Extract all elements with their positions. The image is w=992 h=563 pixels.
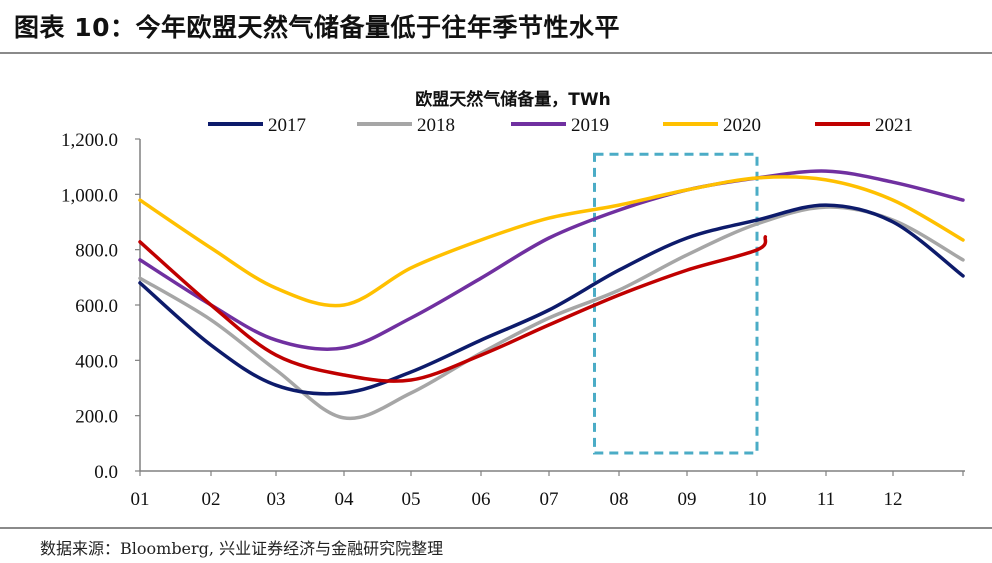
- x-tick-label: 06: [472, 489, 491, 510]
- x-tick-label: 05: [402, 489, 421, 510]
- chart-title: 欧盟天然气储备量，TWh: [415, 89, 610, 110]
- highlight-box-layer: [593, 152, 759, 455]
- y-tick-label: 0.0: [94, 462, 118, 483]
- x-tick-label: 12: [884, 489, 903, 510]
- source-note: 数据来源：Bloomberg, 兴业证券经济与金融研究院整理: [40, 539, 444, 558]
- legend: 2017 2018 2019 2020 2021: [208, 115, 913, 136]
- series-line-2020: [138, 175, 965, 308]
- x-tick-label: 11: [817, 489, 835, 510]
- y-tick-label: 600.0: [75, 296, 118, 317]
- y-tick-label: 800.0: [75, 241, 118, 262]
- x-tick-label: 10: [748, 489, 767, 510]
- highlight-box: [593, 152, 759, 455]
- y-tick-label: 1,000.0: [61, 185, 118, 206]
- series-lines: [138, 169, 965, 421]
- y-tick-label: 200.0: [75, 407, 118, 428]
- figure-title: 图表 10：今年欧盟天然气储备量低于往年季节性水平: [14, 13, 620, 42]
- x-tick-label: 08: [610, 489, 629, 510]
- x-tick-label: 04: [335, 489, 355, 510]
- tick-labels: 0.0 200.0 400.0 600.0 800.0 1,000.0 1,200.0 01 0…: [61, 130, 903, 510]
- bottom-divider: [0, 527, 992, 529]
- y-tick-label: 1,200.0: [61, 130, 118, 151]
- legend-label-2017: 2017: [268, 115, 306, 136]
- y-tick-label: 400.0: [75, 351, 118, 372]
- x-tick-label: 02: [202, 489, 221, 510]
- x-tick-label: 07: [540, 489, 559, 510]
- x-tick-label: 03: [267, 489, 286, 510]
- legend-label-2020: 2020: [723, 115, 761, 136]
- series-line-2018: [138, 205, 965, 421]
- series-line-2021: [138, 235, 768, 383]
- axes: [135, 138, 965, 476]
- legend-label-2021: 2021: [875, 115, 913, 136]
- top-divider: [0, 52, 992, 54]
- legend-label-2018: 2018: [417, 115, 455, 136]
- legend-label-2019: 2019: [571, 115, 609, 136]
- series-line-2017: [138, 203, 965, 396]
- x-tick-label: 09: [678, 489, 697, 510]
- x-tick-label: 01: [131, 489, 150, 510]
- series-line-2019: [138, 169, 965, 351]
